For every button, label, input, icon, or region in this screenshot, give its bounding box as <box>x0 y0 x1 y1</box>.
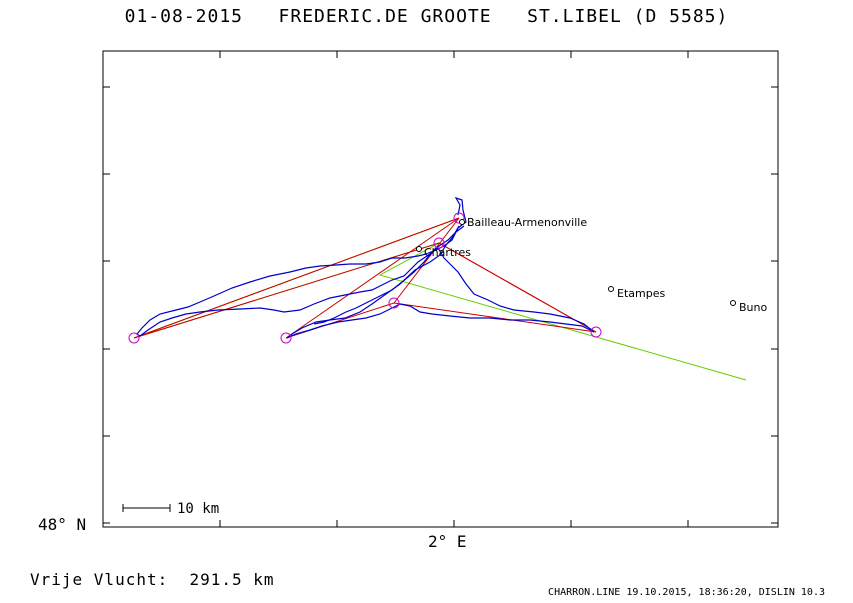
distance-label: Vrije Vlucht: <box>30 570 169 589</box>
latitude-label: 48° N <box>38 515 87 534</box>
distance-readout: Vrije Vlucht: 291.5 km <box>30 570 275 589</box>
turnpoint-marker <box>433 237 445 249</box>
turnpoint-marker <box>280 332 292 344</box>
scale-label: 10 km <box>177 501 219 517</box>
place-marker <box>608 286 614 292</box>
turnpoint-marker <box>128 332 140 344</box>
place-markers <box>416 219 736 306</box>
place-label: Etampes <box>617 287 665 300</box>
place-marker <box>416 246 422 252</box>
longitude-label: 2° E <box>428 532 467 551</box>
turnpoint-marker <box>590 326 602 338</box>
map-frame <box>102 50 779 528</box>
axis-ticks <box>103 51 778 527</box>
turnpoints <box>128 212 602 344</box>
place-label: Chartres <box>424 246 471 259</box>
place-marker <box>459 219 465 225</box>
flight-track <box>136 196 595 339</box>
scale-bar <box>122 504 171 512</box>
place-label: Bailleau-Armenonville <box>467 216 587 229</box>
glider-name: ST.LIBEL (D 5585) <box>527 6 729 27</box>
map-title: 01-08-2015 FREDERIC.DE GROOTE ST.LIBEL (… <box>0 6 853 27</box>
footer-info: CHARRON.LINE 19.10.2015, 18:36:20, DISLI… <box>548 587 825 598</box>
place-marker <box>730 300 736 306</box>
turnpoint-marker <box>388 297 400 309</box>
task-route <box>133 217 597 339</box>
flight-date: 01-08-2015 <box>124 6 244 27</box>
place-label: Buno <box>739 301 767 314</box>
distance-value: 291.5 km <box>189 570 275 589</box>
pilot-name: FREDERIC.DE GROOTE <box>278 6 492 27</box>
turnpoint-marker <box>453 212 465 224</box>
